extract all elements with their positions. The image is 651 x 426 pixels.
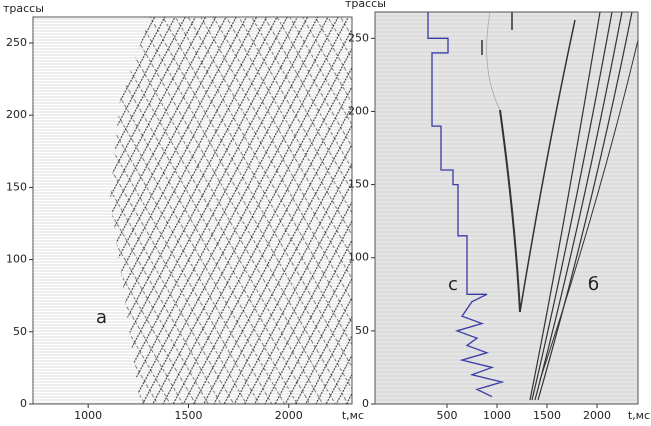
x-tick-label: 1500: [174, 409, 202, 422]
x-tick-label: 1000: [483, 409, 511, 422]
x-axis-label: t,мс: [628, 409, 650, 422]
y-axis-label: трассы: [345, 0, 386, 10]
plot-frame: [32, 16, 353, 405]
x-tick-label: 1500: [533, 409, 561, 422]
plot-frame: [374, 11, 639, 405]
x-tick-label: 2000: [275, 409, 303, 422]
series-line: [427, 12, 505, 398]
x-tick-label: 1000: [74, 409, 102, 422]
y-tick-label: 150: [6, 180, 27, 193]
y-tick-label: 250: [6, 36, 27, 49]
panel-label: б: [588, 274, 599, 295]
wavefield: [110, 17, 352, 404]
y-tick-label: 100: [6, 253, 27, 266]
x-axis-label: t,мс: [342, 409, 364, 422]
y-tick-label: 200: [6, 108, 27, 121]
x-tick-label: 2000: [583, 409, 611, 422]
y-tick-label: 200: [348, 104, 369, 117]
y-tick-label: 50: [355, 324, 369, 337]
y-tick-label: 0: [20, 397, 27, 410]
panel-label: с: [448, 274, 458, 295]
x-tick-label: 500: [437, 409, 458, 422]
panel-label: а: [96, 307, 107, 328]
trace-texture: [375, 12, 638, 404]
y-tick-label: 150: [348, 178, 369, 191]
y-tick-label: 50: [13, 325, 27, 338]
y-tick-label: 100: [348, 251, 369, 264]
y-tick-label: 0: [362, 397, 369, 410]
traveltime-curves: [481, 11, 639, 401]
y-axis-label: трассы: [3, 2, 44, 15]
y-tick-label: 250: [348, 31, 369, 44]
